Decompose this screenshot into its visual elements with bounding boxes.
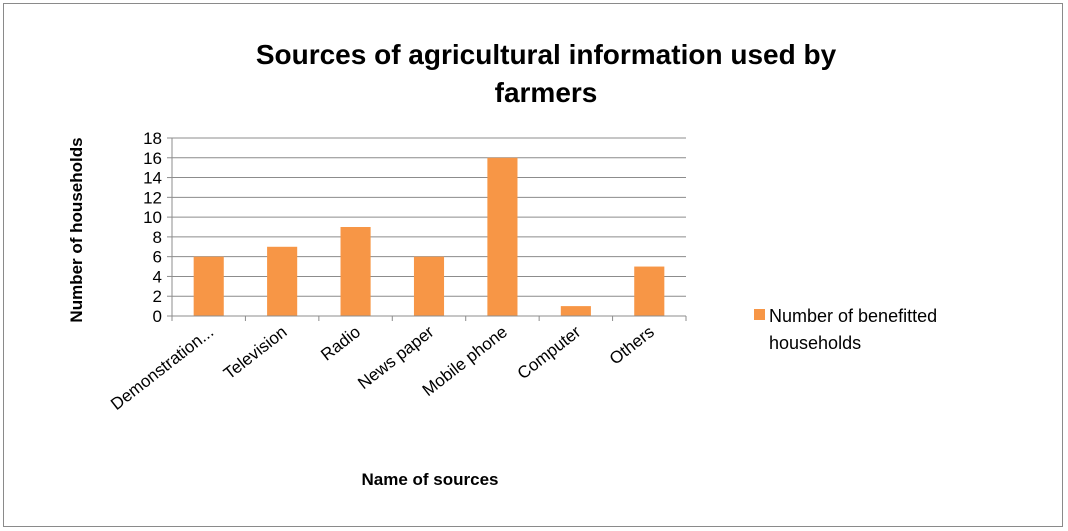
y-axis-title: Number of households (67, 137, 86, 322)
x-axis-title: Name of sources (362, 470, 499, 489)
y-tick-label: 14 (143, 169, 162, 188)
y-tick-label: 18 (143, 129, 162, 148)
y-tick-label: 12 (143, 188, 162, 207)
chart-title-line2: farmers (495, 77, 598, 108)
y-tick-label: 0 (153, 307, 162, 326)
bar (634, 266, 665, 316)
y-tick-label: 10 (143, 208, 162, 227)
bars (193, 157, 665, 316)
axes (171, 138, 687, 321)
x-tick-label: Radio (317, 322, 364, 364)
y-tick-label: 2 (153, 287, 162, 306)
x-tick-label: Television (220, 322, 291, 383)
legend-label-line2: households (769, 333, 861, 353)
legend-swatch (754, 309, 765, 320)
y-tick-label: 16 (143, 149, 162, 168)
y-tick-label: 8 (153, 228, 162, 247)
bar (560, 306, 591, 316)
legend-label-line1: Number of benefitted (769, 306, 937, 326)
chart-frame: Sources of agricultural information used… (3, 3, 1063, 527)
bar (487, 157, 518, 316)
x-tick-label: Others (606, 322, 658, 368)
x-tick-label: Demonstration... (107, 322, 217, 414)
legend: Number of benefitted households (754, 306, 937, 353)
bar (413, 256, 445, 316)
chart: Sources of agricultural information used… (67, 39, 937, 489)
y-tick-label: 4 (153, 267, 162, 286)
bar (340, 227, 371, 316)
bar (193, 256, 224, 316)
bar (267, 246, 298, 316)
chart-title-line1: Sources of agricultural information used… (256, 39, 837, 70)
y-tick-label: 6 (153, 248, 162, 267)
x-tick-label: Computer (514, 322, 585, 383)
